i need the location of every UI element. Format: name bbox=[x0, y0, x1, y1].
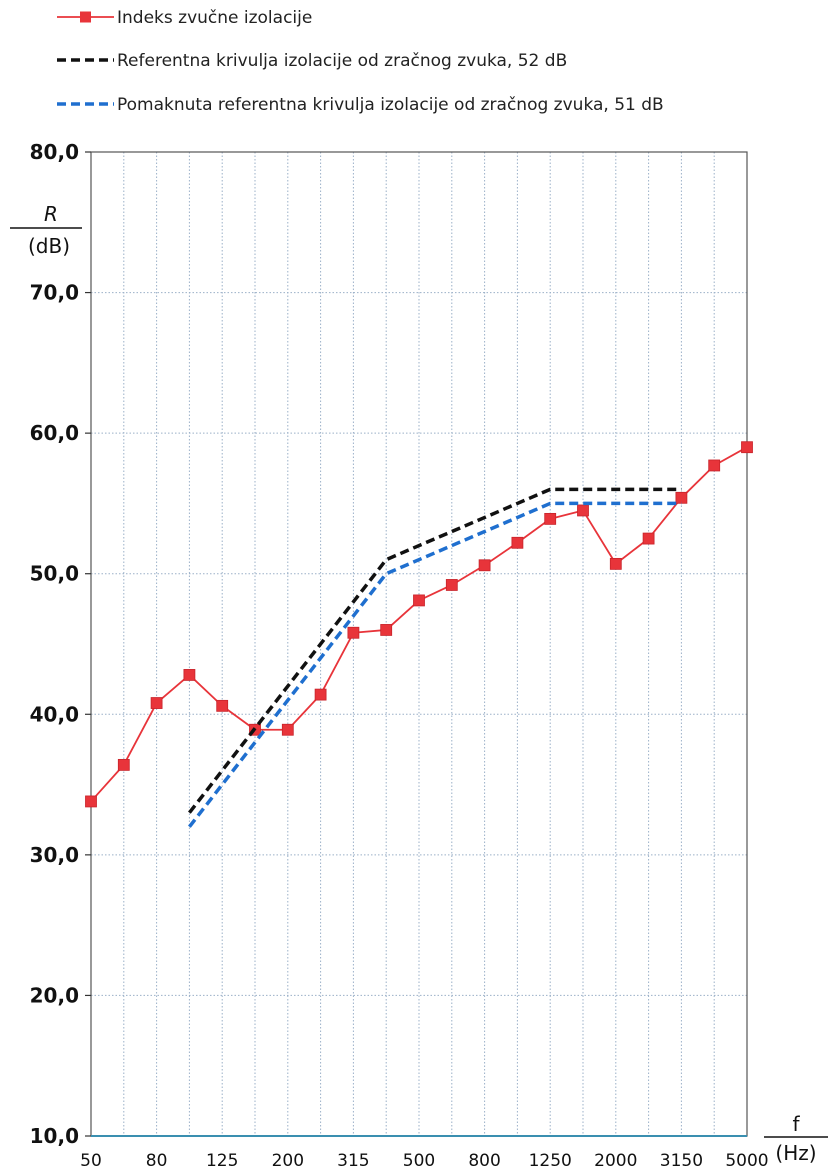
data-point bbox=[216, 699, 229, 712]
data-point bbox=[511, 536, 524, 549]
series-line-2 bbox=[188, 487, 682, 814]
data-point bbox=[183, 669, 196, 681]
data-point bbox=[478, 559, 491, 572]
data-point bbox=[85, 795, 97, 808]
series bbox=[85, 441, 753, 828]
y-tick-label: 70,0 bbox=[30, 281, 79, 305]
legend-label-2: Referentna krivulja izolacije od zračnog… bbox=[117, 51, 567, 71]
x-tick-label: 5000 bbox=[725, 1151, 768, 1171]
data-point bbox=[708, 459, 721, 472]
legend-marker bbox=[80, 11, 91, 23]
y-axis-unit: (dB) bbox=[28, 234, 70, 258]
x-tick-label: 125 bbox=[206, 1151, 238, 1171]
x-tick-label: 800 bbox=[468, 1151, 500, 1171]
x-tick-label: 50 bbox=[80, 1151, 102, 1171]
x-tick-label: 500 bbox=[403, 1151, 435, 1171]
x-tick-label: 3150 bbox=[660, 1151, 703, 1171]
y-tick-label: 80,0 bbox=[30, 140, 79, 164]
data-point bbox=[413, 594, 425, 607]
y-axis-label: R bbox=[44, 202, 58, 226]
x-tick-label: 1250 bbox=[529, 1151, 572, 1171]
data-point bbox=[314, 688, 327, 701]
data-point bbox=[117, 758, 130, 771]
data-point bbox=[544, 512, 557, 525]
data-point bbox=[642, 532, 655, 545]
series-line-3 bbox=[188, 501, 682, 828]
y-tick-label: 10,0 bbox=[30, 1124, 79, 1148]
data-point bbox=[675, 491, 688, 504]
y-tick-label: 60,0 bbox=[30, 421, 79, 445]
x-axis-label: f bbox=[792, 1112, 800, 1136]
labels: 10,0 20,0 30,0 40,0 50,0 60,0 70,0 80,0 50 80 125 2… bbox=[10, 140, 828, 1171]
x-tick-label: 2000 bbox=[594, 1151, 637, 1171]
x-tick-label: 200 bbox=[272, 1151, 304, 1171]
data-point bbox=[150, 697, 163, 709]
y-tick-label: 20,0 bbox=[30, 983, 79, 1007]
legend-label-3: Pomaknuta referentna krivulja izolacije … bbox=[117, 95, 664, 115]
data-point bbox=[609, 557, 622, 570]
x-axis-unit: (Hz) bbox=[775, 1141, 816, 1165]
y-tick-label: 40,0 bbox=[30, 702, 79, 726]
axes bbox=[85, 151, 748, 1137]
data-point bbox=[577, 504, 589, 517]
legend-label-1: Indeks zvučne izolacije bbox=[117, 8, 312, 28]
x-tick-label: 80 bbox=[146, 1151, 168, 1171]
data-point bbox=[445, 579, 458, 591]
data-point bbox=[281, 723, 294, 736]
data-point bbox=[741, 441, 753, 454]
legend: Indeks zvučne izolacije Referentna krivul… bbox=[57, 8, 664, 115]
data-point bbox=[380, 624, 393, 636]
grid bbox=[90, 151, 748, 1137]
y-tick-label: 30,0 bbox=[30, 843, 79, 867]
y-tick-label: 50,0 bbox=[30, 562, 79, 586]
x-tick-label: 315 bbox=[337, 1151, 369, 1171]
data-point bbox=[347, 626, 360, 639]
